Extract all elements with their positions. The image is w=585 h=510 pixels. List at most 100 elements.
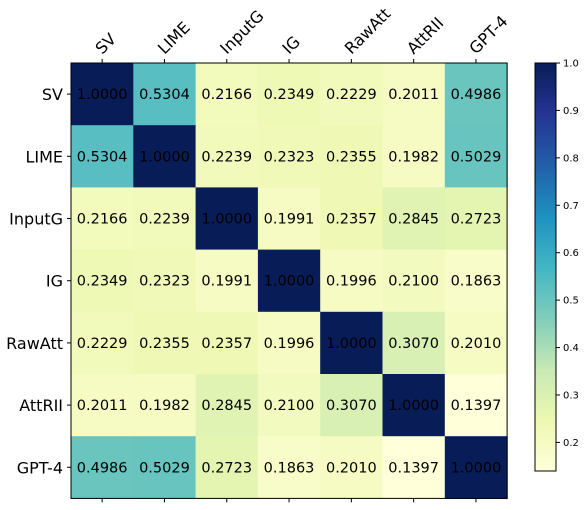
heatmap-cell xyxy=(382,63,446,126)
heatmap-cell xyxy=(71,63,134,126)
cell-value-label: 0.1991 xyxy=(264,212,315,228)
heatmap-cell xyxy=(257,436,321,499)
cell-value-label: 0.2011 xyxy=(388,87,439,103)
cell-value-label: 0.2355 xyxy=(326,149,377,165)
heatmap-cell xyxy=(320,63,384,126)
colorbar-tick-label: 0.9 xyxy=(563,106,579,117)
cell-value-label: 0.2845 xyxy=(201,398,252,414)
cell-value-label: 0.2723 xyxy=(451,212,502,228)
colorbar-tick-label: 0.3 xyxy=(563,390,579,401)
row-label: IG xyxy=(46,272,63,291)
heatmap-cell xyxy=(320,249,384,313)
cell-value-label: 1.0000 xyxy=(326,336,377,352)
cell-value-label: 0.2229 xyxy=(326,87,377,103)
cell-value-label: 0.2357 xyxy=(201,336,252,352)
cell-value-label: 0.1863 xyxy=(264,460,315,476)
row-label: LIME xyxy=(25,147,63,166)
heatmap-cell xyxy=(257,311,321,375)
column-label: RawAtt xyxy=(341,4,395,58)
heatmap-cell xyxy=(320,125,384,188)
cell-value-label: 0.2323 xyxy=(264,149,315,165)
cell-value-label: 0.1996 xyxy=(264,336,315,352)
cell-value-label: 0.2010 xyxy=(451,336,502,352)
heatmap-cell xyxy=(444,436,508,499)
heatmap-cell xyxy=(195,374,259,437)
heatmap-cell xyxy=(382,311,446,375)
column-label: GPT-4 xyxy=(465,12,511,58)
heatmap-cell xyxy=(71,187,134,251)
cell-value-label: 0.2323 xyxy=(139,274,190,290)
colorbar-tick-label: 0.8 xyxy=(563,153,579,164)
heatmap-cell xyxy=(320,436,384,499)
cell-value-label: 0.5304 xyxy=(139,87,190,103)
cell-value-label: 0.2349 xyxy=(264,87,315,103)
cell-value-label: 0.5304 xyxy=(77,149,128,165)
cell-value-label: 0.2845 xyxy=(388,212,439,228)
colorbar-tick-label: 0.5 xyxy=(563,296,579,307)
heatmap-cell xyxy=(382,436,446,499)
cell-value-label: 0.2357 xyxy=(326,212,377,228)
cell-value-label: 0.1982 xyxy=(139,398,190,414)
colorbar-tick-label: 0.2 xyxy=(563,438,579,449)
heatmap-cell xyxy=(444,187,508,251)
heatmap-cell xyxy=(195,249,259,313)
cell-value-label: 0.5029 xyxy=(139,460,190,476)
colorbar-tick-label: 0.4 xyxy=(563,343,579,354)
colorbar-tick-label: 0.6 xyxy=(563,248,579,259)
colorbar-tick-label: 0.7 xyxy=(563,201,579,212)
heatmap-cell xyxy=(195,187,259,251)
heatmap-cell xyxy=(133,125,197,188)
heatmap-cell xyxy=(257,249,321,313)
heatmap-cell xyxy=(320,311,384,375)
cell-value-label: 1.0000 xyxy=(264,274,315,290)
colorbar-tick-label: 1.0 xyxy=(563,59,579,70)
cell-value-label: 0.2349 xyxy=(77,274,128,290)
cell-value-label: 0.2011 xyxy=(77,398,128,414)
cell-value-label: 0.2355 xyxy=(139,336,190,352)
column-label: SV xyxy=(92,29,120,57)
cell-value-label: 0.2100 xyxy=(264,398,315,414)
heatmap-cell xyxy=(382,374,446,437)
cell-value-label: 0.3070 xyxy=(388,336,439,352)
cell-value-label: 0.5029 xyxy=(451,149,502,165)
heatmap-cell xyxy=(257,374,321,437)
column-label: IG xyxy=(278,32,304,58)
heatmap-cell xyxy=(444,311,508,375)
cell-value-label: 0.2239 xyxy=(139,212,190,228)
heatmap-cell xyxy=(133,374,197,437)
heatmap-cell xyxy=(444,249,508,313)
cell-value-label: 0.1397 xyxy=(451,398,502,414)
heatmap-cell xyxy=(133,249,197,313)
cell-value-label: 0.1991 xyxy=(201,274,252,290)
heatmap-cell xyxy=(195,311,259,375)
cell-value-label: 1.0000 xyxy=(451,460,502,476)
cell-value-label: 0.1863 xyxy=(451,274,502,290)
heatmap-cell xyxy=(382,125,446,188)
heatmap-cell xyxy=(382,249,446,313)
heatmap-cell xyxy=(133,436,197,499)
cell-value-label: 0.2010 xyxy=(326,460,377,476)
cell-value-label: 0.2723 xyxy=(201,460,252,476)
cell-value-label: 0.2166 xyxy=(77,212,128,228)
heatmap-cell xyxy=(257,63,321,126)
heatmap-cell xyxy=(257,187,321,251)
heatmap-cell xyxy=(133,63,197,126)
heatmap-cell xyxy=(71,436,134,499)
cell-value-label: 0.4986 xyxy=(77,460,128,476)
cell-value-label: 0.1397 xyxy=(388,460,439,476)
row-label: RawAtt xyxy=(6,334,63,353)
heatmap-cell xyxy=(382,187,446,251)
heatmap-cell xyxy=(71,374,134,437)
column-label: AttRII xyxy=(403,13,447,57)
cell-value-label: 1.0000 xyxy=(139,149,190,165)
cell-value-label: 0.1996 xyxy=(326,274,377,290)
heatmap-cell xyxy=(444,374,508,437)
row-label: AttRII xyxy=(19,396,63,415)
heatmap-cell xyxy=(133,311,197,375)
heatmap-cell xyxy=(444,125,508,188)
row-label: SV xyxy=(42,85,63,104)
cell-value-label: 0.3070 xyxy=(326,398,377,414)
cell-value-label: 0.2229 xyxy=(77,336,128,352)
column-label: LIME xyxy=(154,18,194,58)
